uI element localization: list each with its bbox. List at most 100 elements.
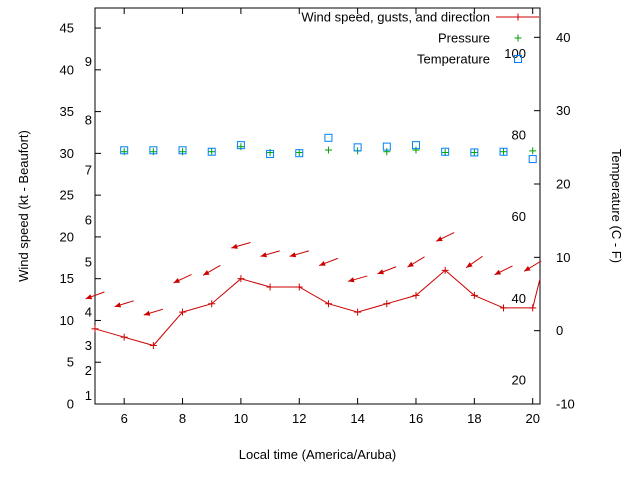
- arrow-head: [348, 277, 355, 283]
- legend-plus-sample: [514, 13, 522, 21]
- legend-square-sample: [514, 55, 522, 63]
- direction-arrow: [173, 274, 192, 284]
- direction-arrow: [465, 255, 483, 269]
- fahrenheit-label: 100: [504, 46, 526, 61]
- fahrenheit-scale-labels: 20 40 60 80 100: [504, 46, 526, 387]
- temperature-point: [120, 146, 129, 155]
- wind-speed-point: [354, 308, 362, 316]
- left-y-tick-label: 5: [67, 355, 74, 370]
- fahrenheit-label: 80: [512, 127, 526, 142]
- left-y-tick-label: 25: [60, 188, 74, 203]
- x-ticks: [123, 8, 534, 404]
- wind-direction-arrows: [85, 232, 542, 316]
- x-tick-label: 18: [467, 411, 481, 426]
- beaufort-label: 5: [85, 254, 92, 269]
- fahrenheit-label: 60: [512, 209, 526, 224]
- temperature-point: [382, 142, 391, 151]
- direction-arrow: [231, 242, 251, 249]
- arrow-head: [377, 269, 384, 275]
- x-axis-label: Local time (America/Aruba): [239, 447, 397, 462]
- direction-arrow: [289, 250, 310, 258]
- arrow-head: [260, 252, 267, 258]
- arrow-head: [494, 269, 502, 275]
- wind-speed-point: [179, 308, 187, 316]
- direction-arrow: [523, 260, 542, 272]
- pressure-point: [470, 149, 478, 157]
- wind-speed-point: [149, 342, 157, 350]
- left-y-tick-label: 0: [67, 397, 74, 412]
- temperature-point: [441, 147, 450, 156]
- beaufort-label: 9: [85, 54, 92, 69]
- x-tick-label: 10: [234, 411, 248, 426]
- right-y-tick-label: 40: [556, 30, 570, 45]
- x-tick-label: 14: [350, 411, 364, 426]
- pressure-point: [208, 148, 216, 156]
- right-y-axis-label: Temperature (C - F): [609, 149, 624, 263]
- wind-speed-point: [324, 300, 332, 308]
- arrow-head: [85, 294, 93, 300]
- direction-arrow: [435, 232, 455, 242]
- direction-arrow: [494, 265, 513, 276]
- wind-speed-point: [500, 304, 508, 312]
- legend: Wind speed, gusts, and direction Pressure…: [301, 10, 539, 67]
- x-tick-label: 20: [525, 411, 539, 426]
- wind-speed-point: [412, 291, 420, 299]
- left-y-ticks: [95, 27, 101, 405]
- beaufort-label: 1: [85, 388, 92, 403]
- direction-arrow: [318, 257, 338, 267]
- right-y-tick-label: -10: [556, 397, 575, 412]
- direction-arrow: [377, 266, 397, 275]
- legend-label: Pressure: [438, 31, 490, 46]
- direction-arrow: [202, 264, 221, 276]
- direction-arrow: [260, 250, 280, 258]
- fahrenheit-label: 20: [512, 372, 526, 387]
- x-tick-labels: 6 8 10 12 14 16 18 20: [121, 411, 540, 426]
- arrow-head: [143, 310, 151, 316]
- arrow-head: [173, 278, 180, 283]
- temperature-point: [207, 147, 216, 156]
- direction-arrow: [85, 291, 105, 300]
- temperature-point: [149, 146, 158, 155]
- temperature-series: [120, 133, 537, 164]
- temperature-point: [236, 141, 245, 150]
- arrow-head: [524, 266, 531, 272]
- right-y-tick-label: 30: [556, 103, 570, 118]
- left-y-tick-label: 20: [60, 229, 74, 244]
- direction-arrow: [407, 256, 425, 268]
- right-y-tick-labels: -10 0 10 20 30 40: [556, 30, 575, 412]
- x-tick-label: 8: [179, 411, 186, 426]
- temperature-point: [528, 155, 537, 164]
- right-y-tick-label: 10: [556, 250, 570, 265]
- temperature-point: [178, 146, 187, 155]
- beaufort-label: 4: [85, 305, 92, 320]
- wind-speed-point: [266, 283, 274, 291]
- right-y-tick-label: 0: [556, 323, 563, 338]
- legend-label: Wind speed, gusts, and direction: [301, 10, 490, 25]
- arrow-head: [319, 261, 326, 266]
- arrow-head: [114, 302, 122, 308]
- legend-label: Temperature: [417, 52, 490, 67]
- beaufort-scale-labels: 1 2 3 4 5 6 7 8 9: [85, 54, 92, 403]
- wind-speed-point: [237, 275, 245, 283]
- wind-speed-point: [383, 300, 391, 308]
- left-y-tick-label: 35: [60, 104, 74, 119]
- wind-speed-point: [208, 300, 216, 308]
- arrow-head: [231, 243, 238, 249]
- temperature-point: [470, 148, 479, 157]
- left-y-tick-label: 15: [60, 271, 74, 286]
- wind-speed-point: [120, 333, 128, 341]
- pressure-point: [412, 146, 420, 154]
- beaufort-label: 2: [85, 363, 92, 378]
- wind-speed-point: [91, 325, 99, 333]
- pressure-point: [500, 148, 508, 156]
- beaufort-label: 7: [85, 163, 92, 178]
- direction-arrow: [347, 275, 368, 283]
- temperature-point: [295, 149, 304, 158]
- legend-plus-sample: [514, 34, 522, 42]
- right-y-ticks: [534, 36, 540, 405]
- wind-speed-series: [91, 266, 541, 350]
- wind-speed-point: [470, 291, 478, 299]
